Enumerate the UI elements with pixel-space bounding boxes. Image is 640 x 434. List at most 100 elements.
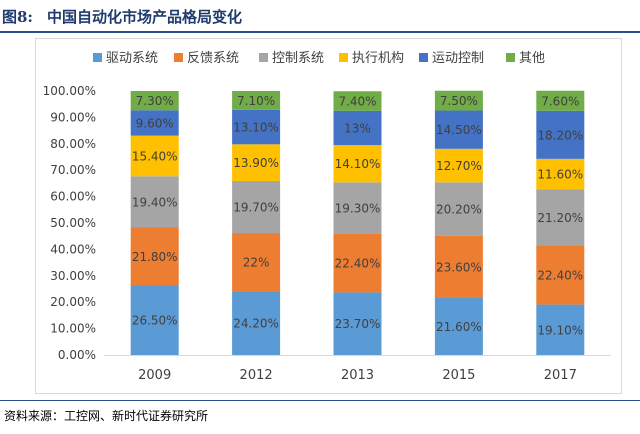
bar-segment (130, 91, 179, 111)
x-tick-label: 2017 (544, 368, 577, 383)
data-label: 14.50% (436, 123, 482, 137)
legend-item: 控制系统 (259, 51, 324, 66)
data-label: 21.80% (132, 250, 178, 264)
bar-segment (130, 110, 179, 136)
figure-title-text: 中国自动化市场产品格局变化 (46, 7, 242, 26)
y-tick-label: 0.00% (58, 348, 96, 362)
legend-swatch (174, 53, 183, 62)
bar-segment (434, 235, 483, 298)
data-label: 20.20% (436, 203, 482, 217)
x-tick-label: 2013 (341, 368, 374, 383)
legend-swatch (259, 53, 268, 62)
bar-segment (232, 144, 281, 182)
data-label: 13% (344, 121, 371, 135)
data-label: 21.60% (436, 320, 482, 334)
data-label: 19.70% (233, 201, 279, 215)
legend-swatch (339, 53, 348, 62)
y-tick-label: 80.00% (50, 137, 96, 151)
bar-segment (333, 110, 382, 146)
data-label: 18.20% (537, 128, 583, 142)
y-tick-label: 50.00% (50, 216, 96, 230)
data-label: 7.50% (440, 94, 478, 108)
bar-segment (536, 304, 585, 355)
bar-segment (434, 148, 483, 183)
data-label: 14.10% (335, 157, 381, 171)
data-label: 19.30% (335, 201, 381, 215)
x-axis: 2009 2012 2013 2015 2017 (104, 355, 611, 383)
legend-swatch (93, 53, 102, 62)
y-tick-label: 60.00% (50, 190, 96, 204)
legend-label: 驱动系统 (106, 51, 158, 66)
y-tick-label: 90.00% (50, 110, 96, 124)
bar-segment (232, 109, 281, 145)
x-tick-label: 2015 (442, 368, 475, 383)
y-tick-label: 10.00% (50, 322, 96, 336)
legend-label: 反馈系统 (187, 51, 239, 66)
data-label: 12.70% (436, 159, 482, 173)
source-divider (0, 400, 640, 401)
bar-segment (434, 90, 483, 111)
data-label: 9.60% (136, 116, 174, 130)
data-label: 7.30% (136, 94, 174, 108)
bar-stack: 19.10% 22.40% 21.20% 11.60% 18.20% 7.60% (536, 90, 585, 355)
y-tick-label: 20.00% (50, 295, 96, 309)
data-label: 24.20% (233, 317, 279, 331)
bar-segment (434, 110, 483, 149)
bar-segment (232, 181, 281, 234)
bar-segment (536, 110, 585, 159)
y-tick-label: 100.00% (43, 84, 96, 98)
bar-segment (333, 182, 382, 234)
data-label: 7.40% (338, 95, 376, 109)
data-label: 13.10% (233, 121, 279, 135)
bar-segment (536, 245, 585, 305)
data-label: 15.40% (132, 149, 178, 163)
bar-segment (536, 90, 585, 111)
data-label: 13.90% (233, 156, 279, 170)
legend-item: 反馈系统 (174, 51, 239, 66)
data-label: 21.20% (537, 211, 583, 225)
legend-item: 执行机构 (339, 51, 404, 66)
figure-label: 图8: (2, 7, 33, 26)
bar-segment (333, 233, 382, 293)
data-label: 7.10% (237, 94, 275, 108)
data-label: 22.40% (537, 269, 583, 283)
legend-label: 控制系统 (272, 51, 324, 66)
bar-segment (333, 292, 382, 355)
bar-segment (232, 291, 281, 355)
legend-label: 运动控制 (432, 51, 484, 66)
legend-swatch (419, 53, 428, 62)
bar-segment (536, 189, 585, 246)
x-tick-label: 2009 (138, 368, 171, 383)
y-tick-label: 70.00% (50, 163, 96, 177)
source-note: 资料来源：工控网、新时代证券研究所 (4, 408, 209, 423)
bar-stack: 21.60% 23.60% 20.20% 12.70% 14.50% 7.50% (434, 90, 483, 355)
data-label: 22% (243, 256, 270, 270)
bar-segment (434, 182, 483, 236)
stacked-bar-chart: 驱动系统 反馈系统 控制系统 执行机构 运动控制 其他 0.00% 10.00% 20.00%… (43, 51, 611, 383)
bar-segment (130, 285, 179, 355)
bar-segment (130, 176, 179, 228)
chart-frame: 驱动系统 反馈系统 控制系统 执行机构 运动控制 其他 0.00% 10.00% 20.00%… (35, 38, 622, 394)
y-tick-label: 30.00% (50, 269, 96, 283)
data-label: 26.50% (132, 314, 178, 328)
data-label: 19.10% (537, 323, 583, 337)
bar-segment (434, 297, 483, 355)
data-label: 19.40% (132, 195, 178, 209)
figure-title: 图8: 中国自动化市场产品格局变化 (2, 2, 638, 30)
bar-segment (232, 233, 281, 292)
bar-segment (130, 227, 179, 286)
data-label: 7.60% (541, 94, 579, 108)
bar-segment (232, 91, 281, 110)
title-divider (0, 31, 640, 33)
bar-segment (333, 91, 382, 111)
chart-legend: 驱动系统 反馈系统 控制系统 执行机构 运动控制 其他 (93, 51, 545, 66)
y-tick-label: 40.00% (50, 242, 96, 256)
bar-stack: 23.70% 22.40% 19.30% 14.10% 13% 7.40% (333, 91, 382, 355)
data-label: 23.70% (335, 317, 381, 331)
data-label: 23.60% (436, 260, 482, 274)
bar-stack: 24.20% 22% 19.70% 13.90% 13.10% 7.10% (232, 91, 281, 355)
y-axis: 0.00% 10.00% 20.00% 30.00% 40.00% 50.00% 60.00… (43, 84, 96, 362)
legend-item: 驱动系统 (93, 51, 158, 66)
legend-label: 执行机构 (352, 51, 404, 66)
bar-stack: 26.50% 21.80% 19.40% 15.40% 9.60% 7.30% (130, 91, 179, 355)
